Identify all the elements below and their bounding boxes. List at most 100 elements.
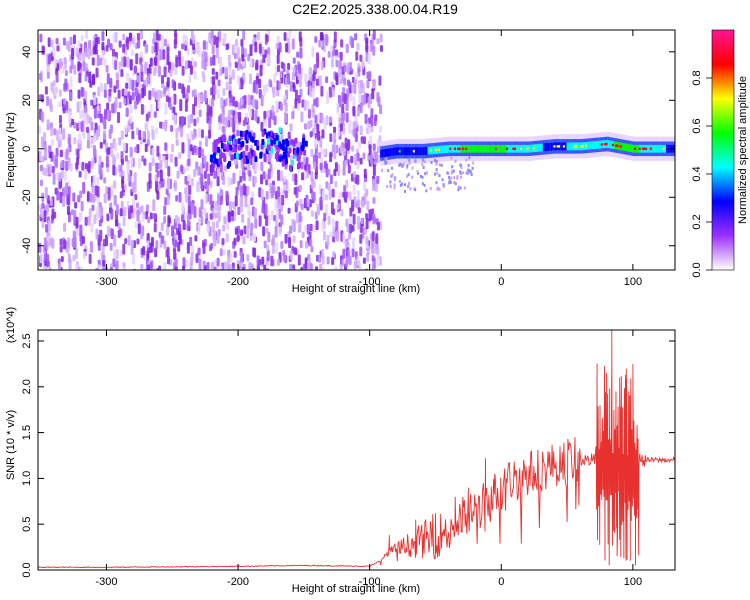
heatmap-cell — [340, 209, 344, 217]
heatmap-cell — [333, 31, 337, 43]
heatmap-fleck — [421, 182, 424, 186]
heatmap-cell — [265, 83, 269, 93]
heatmap-cell — [222, 176, 226, 185]
heatmap-cell — [345, 43, 349, 54]
heatmap-cell — [349, 223, 353, 234]
heatmap-cell — [362, 152, 366, 160]
heatmap-trace-cell — [564, 142, 568, 151]
heatmap-cell — [262, 54, 266, 64]
heatmap-cell — [101, 31, 105, 42]
heatmap-cell — [121, 88, 125, 97]
heatmap-cell — [266, 250, 270, 262]
heatmap-trace-cell — [416, 147, 420, 156]
heatmap-fleck — [399, 179, 402, 183]
heatmap-cell — [236, 260, 240, 268]
heatmap-cell — [195, 253, 199, 264]
heatmap-cell — [216, 176, 220, 187]
heatmap-cell — [342, 168, 346, 176]
heatmap-cell — [206, 104, 210, 117]
heatmap-cell — [316, 123, 320, 134]
heatmap-cell — [147, 216, 151, 224]
heatmap-cell — [164, 142, 168, 151]
heatmap-cell — [174, 258, 178, 267]
heatmap-cell — [152, 199, 156, 212]
heatmap-cell — [171, 225, 175, 237]
heatmap-cell — [360, 200, 364, 208]
heatmap-cell — [175, 56, 179, 68]
heatmap-cell — [342, 233, 346, 244]
snr-scale-label: (x10^4) — [5, 307, 17, 343]
heatmap-cell — [190, 202, 194, 215]
heatmap-cell — [129, 59, 133, 71]
heatmap-cell — [265, 215, 269, 227]
heatmap-cell — [284, 233, 288, 244]
heatmap-cell — [159, 90, 163, 99]
heatmap-cell — [63, 222, 67, 232]
heatmap-cell — [191, 133, 195, 141]
x-tick-label: -200 — [227, 576, 249, 588]
heatmap-cell — [330, 45, 334, 52]
heatmap-cell — [187, 205, 191, 214]
heatmap-cell — [247, 94, 251, 106]
heatmap-cell — [271, 105, 275, 113]
heatmap-fleck — [453, 176, 456, 180]
heatmap-cell — [279, 102, 283, 111]
heatmap-cell — [319, 162, 323, 171]
heatmap-cell — [186, 48, 190, 56]
colorbar: 0.0 0.2 0.4 0.6 0.8 Normalized spectral ampl… — [691, 29, 749, 278]
heatmap-cell — [255, 59, 259, 71]
heatmap-cell — [315, 97, 319, 108]
heatmap-cell — [312, 81, 316, 90]
heatmap-cell — [148, 90, 152, 101]
heatmap-cell — [84, 116, 88, 126]
heatmap-trace-cell — [549, 142, 553, 151]
heatmap-cell — [313, 63, 317, 73]
heatmap-cell — [306, 172, 310, 179]
heatmap-cell — [163, 216, 167, 224]
heatmap-cell — [39, 252, 43, 264]
heatmap-fleck — [393, 186, 396, 190]
heatmap-cell — [75, 162, 79, 170]
heatmap-cell — [304, 225, 308, 232]
heatmap-cell — [140, 71, 144, 82]
heatmap-blob-cell — [222, 134, 226, 141]
heatmap-cell — [335, 72, 339, 82]
heatmap-cell — [234, 227, 238, 235]
heatmap-cell — [82, 181, 86, 194]
heatmap-cell — [65, 148, 69, 160]
heatmap-cell — [368, 143, 372, 156]
colorbar-tick-label: 0.6 — [691, 118, 703, 133]
heatmap-cell — [49, 269, 53, 270]
heatmap-cell — [275, 220, 279, 228]
heatmap-cell — [157, 99, 161, 110]
heatmap-cell — [178, 152, 182, 159]
heatmap-cell — [264, 203, 268, 215]
heatmap-cell — [113, 194, 117, 206]
heatmap-cell — [334, 266, 338, 270]
heatmap-cell — [90, 99, 94, 106]
heatmap-cell — [156, 54, 160, 67]
heatmap-cell — [201, 61, 205, 69]
heatmap-cell — [167, 166, 171, 177]
heatmap-cell — [190, 251, 194, 261]
heatmap-cell — [77, 89, 81, 99]
heatmap-fleck — [454, 159, 457, 163]
heatmap-cell — [101, 50, 105, 61]
heatmap-blob-cell — [212, 152, 216, 159]
heatmap-cell — [111, 103, 115, 114]
heatmap-cell — [144, 43, 148, 54]
heatmap-fleck — [408, 181, 411, 185]
heatmap-cell — [58, 101, 62, 108]
heatmap-cell — [368, 209, 372, 222]
heatmap-cell — [267, 231, 271, 243]
heatmap-cell — [230, 177, 234, 185]
heatmap-cell — [236, 130, 240, 137]
heatmap-cell — [180, 164, 184, 173]
heatmap-trace-cell — [590, 141, 594, 150]
heatmap-cell — [119, 191, 123, 199]
heatmap-cell — [74, 201, 78, 209]
heatmap-cell — [69, 164, 73, 172]
heatmap-cell — [298, 211, 302, 223]
heatmap-cell — [48, 267, 52, 270]
